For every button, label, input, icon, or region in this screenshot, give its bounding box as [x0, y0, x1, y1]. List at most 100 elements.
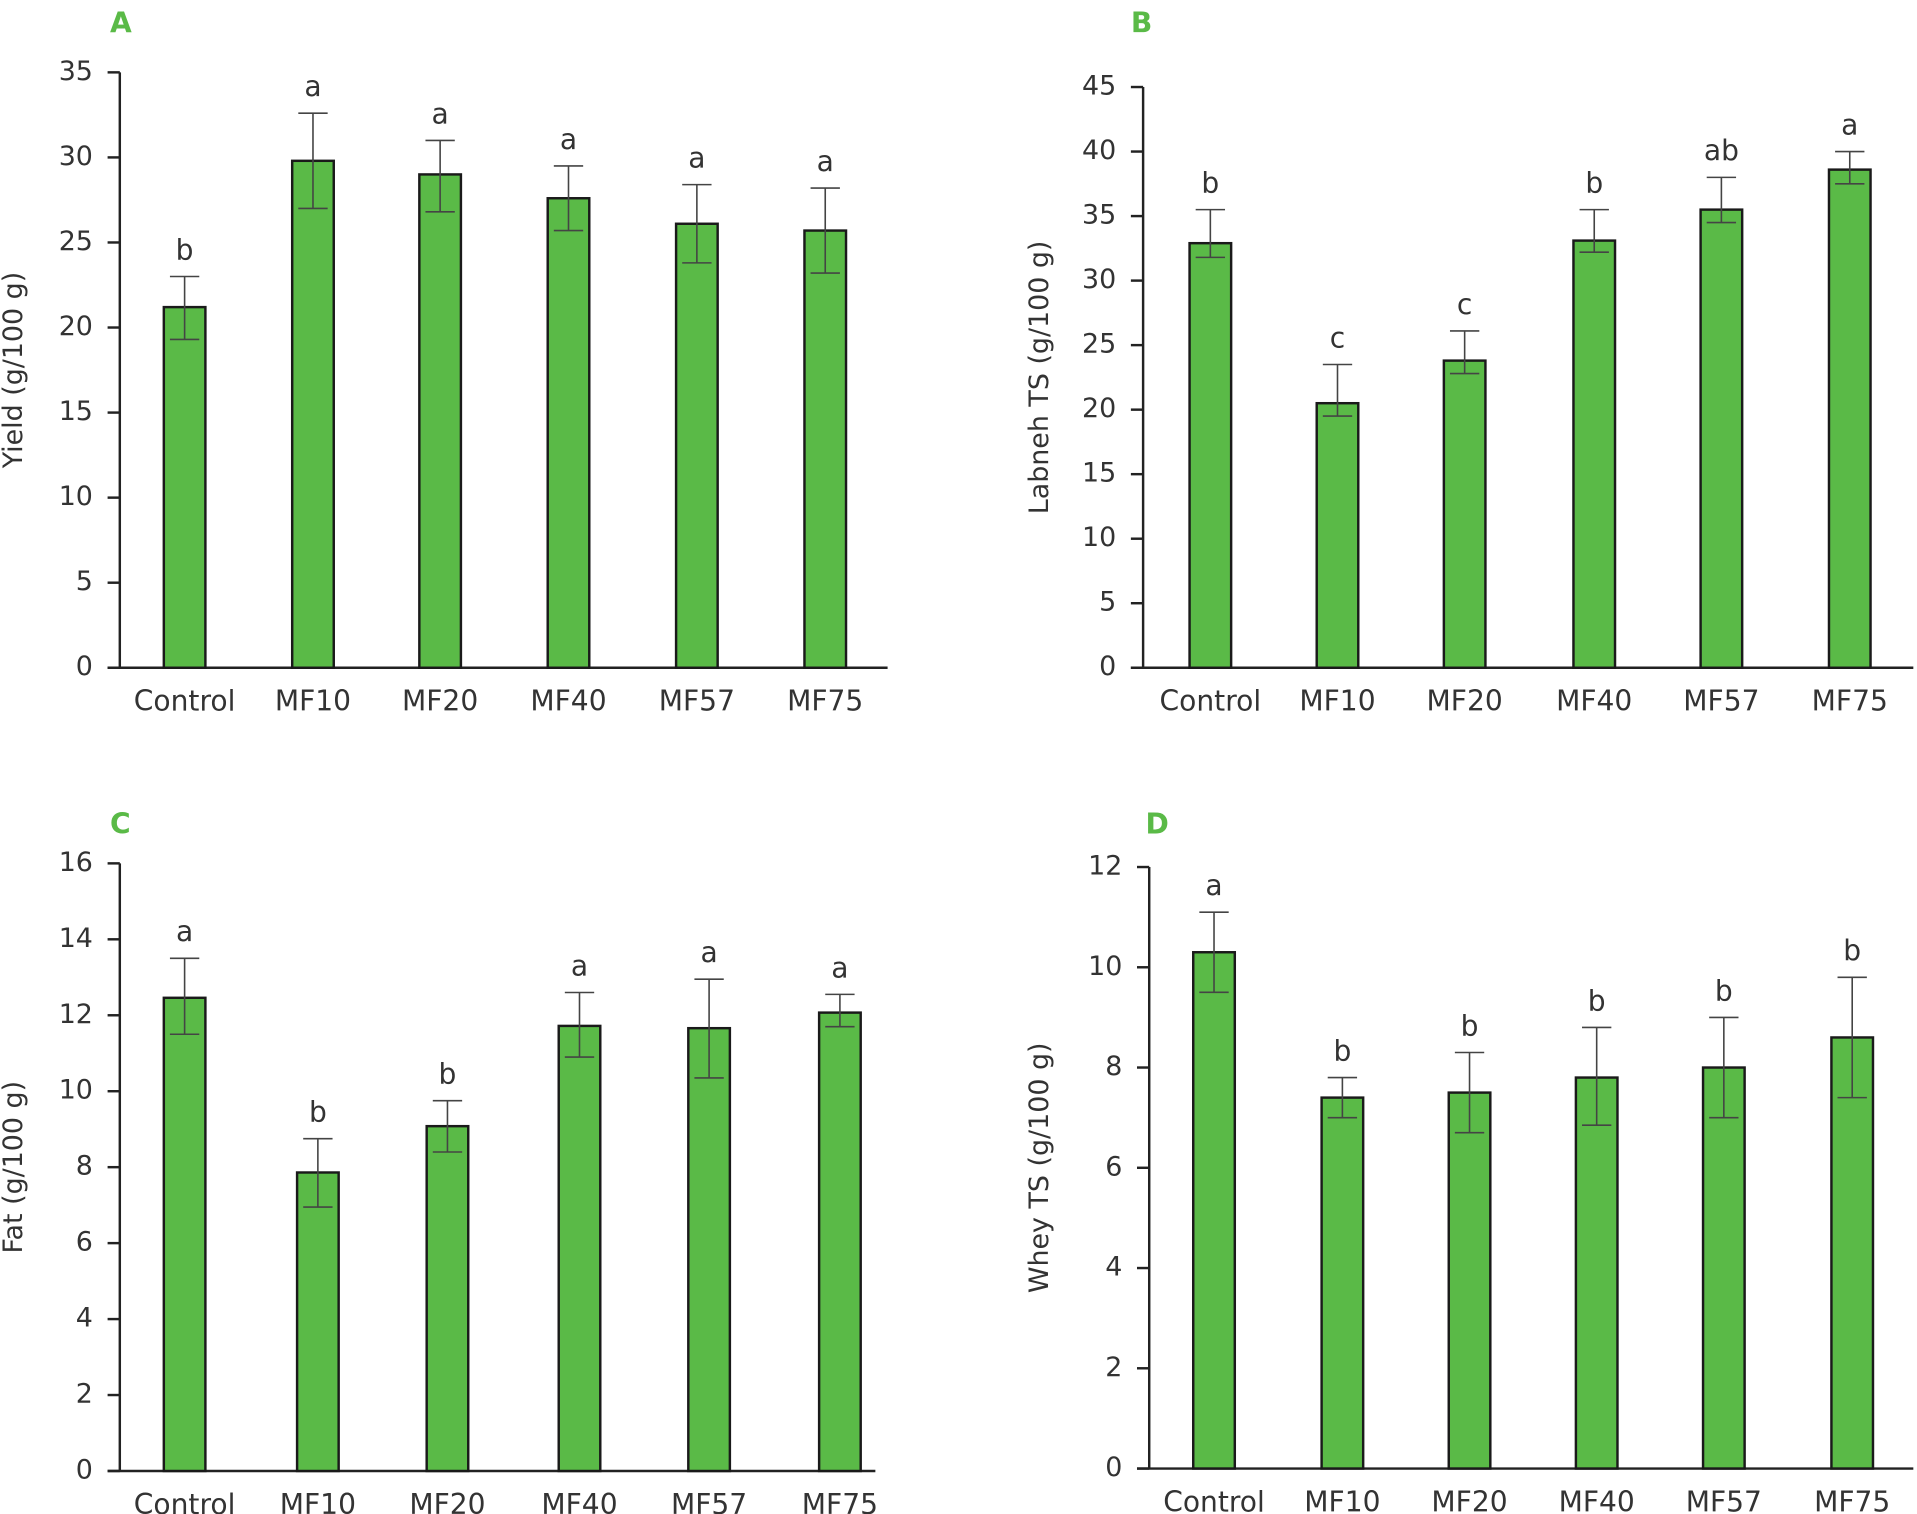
significance-letter: c: [1330, 321, 1345, 354]
x-tick-label: MF20: [1431, 1485, 1507, 1514]
significance-letter: b: [1333, 1034, 1351, 1067]
panel-label: A: [110, 7, 132, 40]
bar-control: [1188, 241, 1233, 669]
y-tick-label: 0: [76, 651, 93, 682]
y-tick-label: 6: [76, 1227, 93, 1258]
significance-letter: a: [1205, 869, 1222, 902]
bar-mf40: [546, 197, 591, 669]
y-tick-label: 40: [1082, 135, 1116, 166]
significance-letter: b: [1201, 167, 1219, 200]
significance-letter: b: [439, 1058, 457, 1091]
bar-mf75: [817, 1011, 862, 1473]
bar-mf57: [1701, 1066, 1746, 1470]
bar-mf20: [418, 173, 463, 669]
y-axis-label: Labneh TS (g/100 g): [1024, 241, 1055, 515]
x-tick-label: Control: [134, 685, 236, 718]
panel-label: B: [1131, 7, 1152, 40]
x-tick-label: Control: [134, 1488, 236, 1514]
significance-letter: b: [1715, 974, 1733, 1007]
y-tick-label: 14: [59, 923, 93, 954]
significance-letter: a: [817, 145, 834, 178]
y-tick-label: 10: [1082, 522, 1116, 553]
y-tick-label: 10: [1088, 951, 1122, 982]
bar-mf57: [1699, 208, 1744, 669]
y-tick-label: 20: [1082, 393, 1116, 424]
x-tick-label: MF40: [541, 1488, 617, 1514]
y-tick-label: 45: [1082, 71, 1116, 102]
y-tick-label: 12: [1088, 851, 1122, 882]
bar-mf75: [1827, 168, 1872, 669]
x-tick-label: MF20: [409, 1488, 485, 1514]
y-tick-label: 30: [59, 141, 93, 172]
y-tick-label: 15: [1082, 458, 1116, 489]
y-tick-label: 2: [1105, 1352, 1122, 1383]
bar-control: [162, 305, 207, 669]
chart-panel-d: D Whey TS (g/100 g) 0 2 4 6 8 10 12 a Control b MF10…: [1024, 807, 1914, 1514]
y-tick-label: 35: [1082, 200, 1116, 231]
x-tick-label: MF57: [1686, 1485, 1762, 1514]
panel-label: C: [110, 807, 131, 840]
bar-mf40: [557, 1024, 602, 1473]
bar-control: [162, 996, 207, 1473]
y-tick-label: 25: [59, 226, 93, 257]
x-tick-label: MF75: [1812, 685, 1888, 718]
significance-letter: c: [1457, 288, 1472, 321]
y-tick-label: 2: [76, 1379, 93, 1410]
y-tick-label: 25: [1082, 329, 1116, 360]
y-axis-label: Yield (g/100 g): [0, 272, 29, 470]
y-tick-label: 4: [76, 1303, 93, 1334]
significance-letter: b: [309, 1096, 327, 1129]
significance-letter: a: [1841, 108, 1858, 141]
bar-mf40: [1572, 239, 1617, 669]
bar-mf57: [687, 1026, 732, 1473]
y-tick-label: 15: [59, 396, 93, 427]
significance-letter: a: [700, 936, 717, 969]
y-tick-label: 6: [1105, 1151, 1122, 1182]
significance-letter: a: [688, 142, 705, 175]
significance-letter: a: [571, 949, 588, 982]
x-tick-label: MF10: [275, 685, 351, 718]
y-tick-label: 35: [59, 56, 93, 87]
significance-letter: a: [304, 70, 321, 103]
x-tick-label: MF75: [1814, 1485, 1890, 1514]
x-tick-label: MF75: [787, 685, 863, 718]
bar-mf10: [295, 1171, 340, 1473]
significance-letter: a: [831, 951, 848, 984]
bar-mf57: [674, 222, 719, 669]
x-tick-label: MF40: [1556, 685, 1632, 718]
panel-label: D: [1146, 807, 1169, 840]
y-tick-label: 0: [1105, 1452, 1122, 1483]
bar-mf20: [425, 1124, 470, 1473]
y-tick-label: 0: [1099, 651, 1116, 682]
bar-mf10: [290, 159, 335, 669]
x-tick-label: MF40: [1559, 1485, 1635, 1514]
bar-mf10: [1315, 401, 1360, 669]
bar-mf75: [1830, 1036, 1875, 1470]
x-tick-label: MF40: [530, 685, 606, 718]
bar-control: [1192, 951, 1237, 1470]
bar-mf20: [1442, 359, 1487, 669]
x-tick-label: Control: [1163, 1485, 1265, 1514]
chart-panel-c: C Fat (g/100 g) 0 2 4 6 8 10 12 14 16 a Control b MF10…: [0, 807, 878, 1514]
significance-letter: b: [1843, 934, 1861, 967]
x-tick-label: MF10: [280, 1488, 356, 1514]
significance-letter: a: [432, 97, 449, 130]
y-tick-label: 16: [59, 847, 93, 878]
x-tick-label: MF20: [1427, 685, 1503, 718]
significance-letter: b: [1588, 984, 1606, 1017]
x-tick-label: MF20: [402, 685, 478, 718]
y-tick-label: 0: [76, 1454, 93, 1485]
significance-letter: b: [1461, 1009, 1479, 1042]
x-tick-label: MF10: [1299, 685, 1375, 718]
y-tick-label: 20: [59, 311, 93, 342]
y-axis-label: Whey TS (g/100 g): [1024, 1042, 1055, 1293]
chart-panel-b: B Labneh TS (g/100 g) 0 5 10 15 20 25 30 35 40 45 b C…: [1024, 7, 1914, 718]
y-tick-label: 10: [59, 1075, 93, 1106]
bar-mf10: [1320, 1096, 1365, 1470]
y-tick-label: 30: [1082, 264, 1116, 295]
x-tick-label: MF57: [1683, 685, 1759, 718]
bar-mf20: [1447, 1091, 1492, 1470]
y-tick-label: 4: [1105, 1252, 1122, 1283]
y-tick-label: 12: [59, 999, 93, 1030]
x-tick-label: MF75: [802, 1488, 878, 1514]
